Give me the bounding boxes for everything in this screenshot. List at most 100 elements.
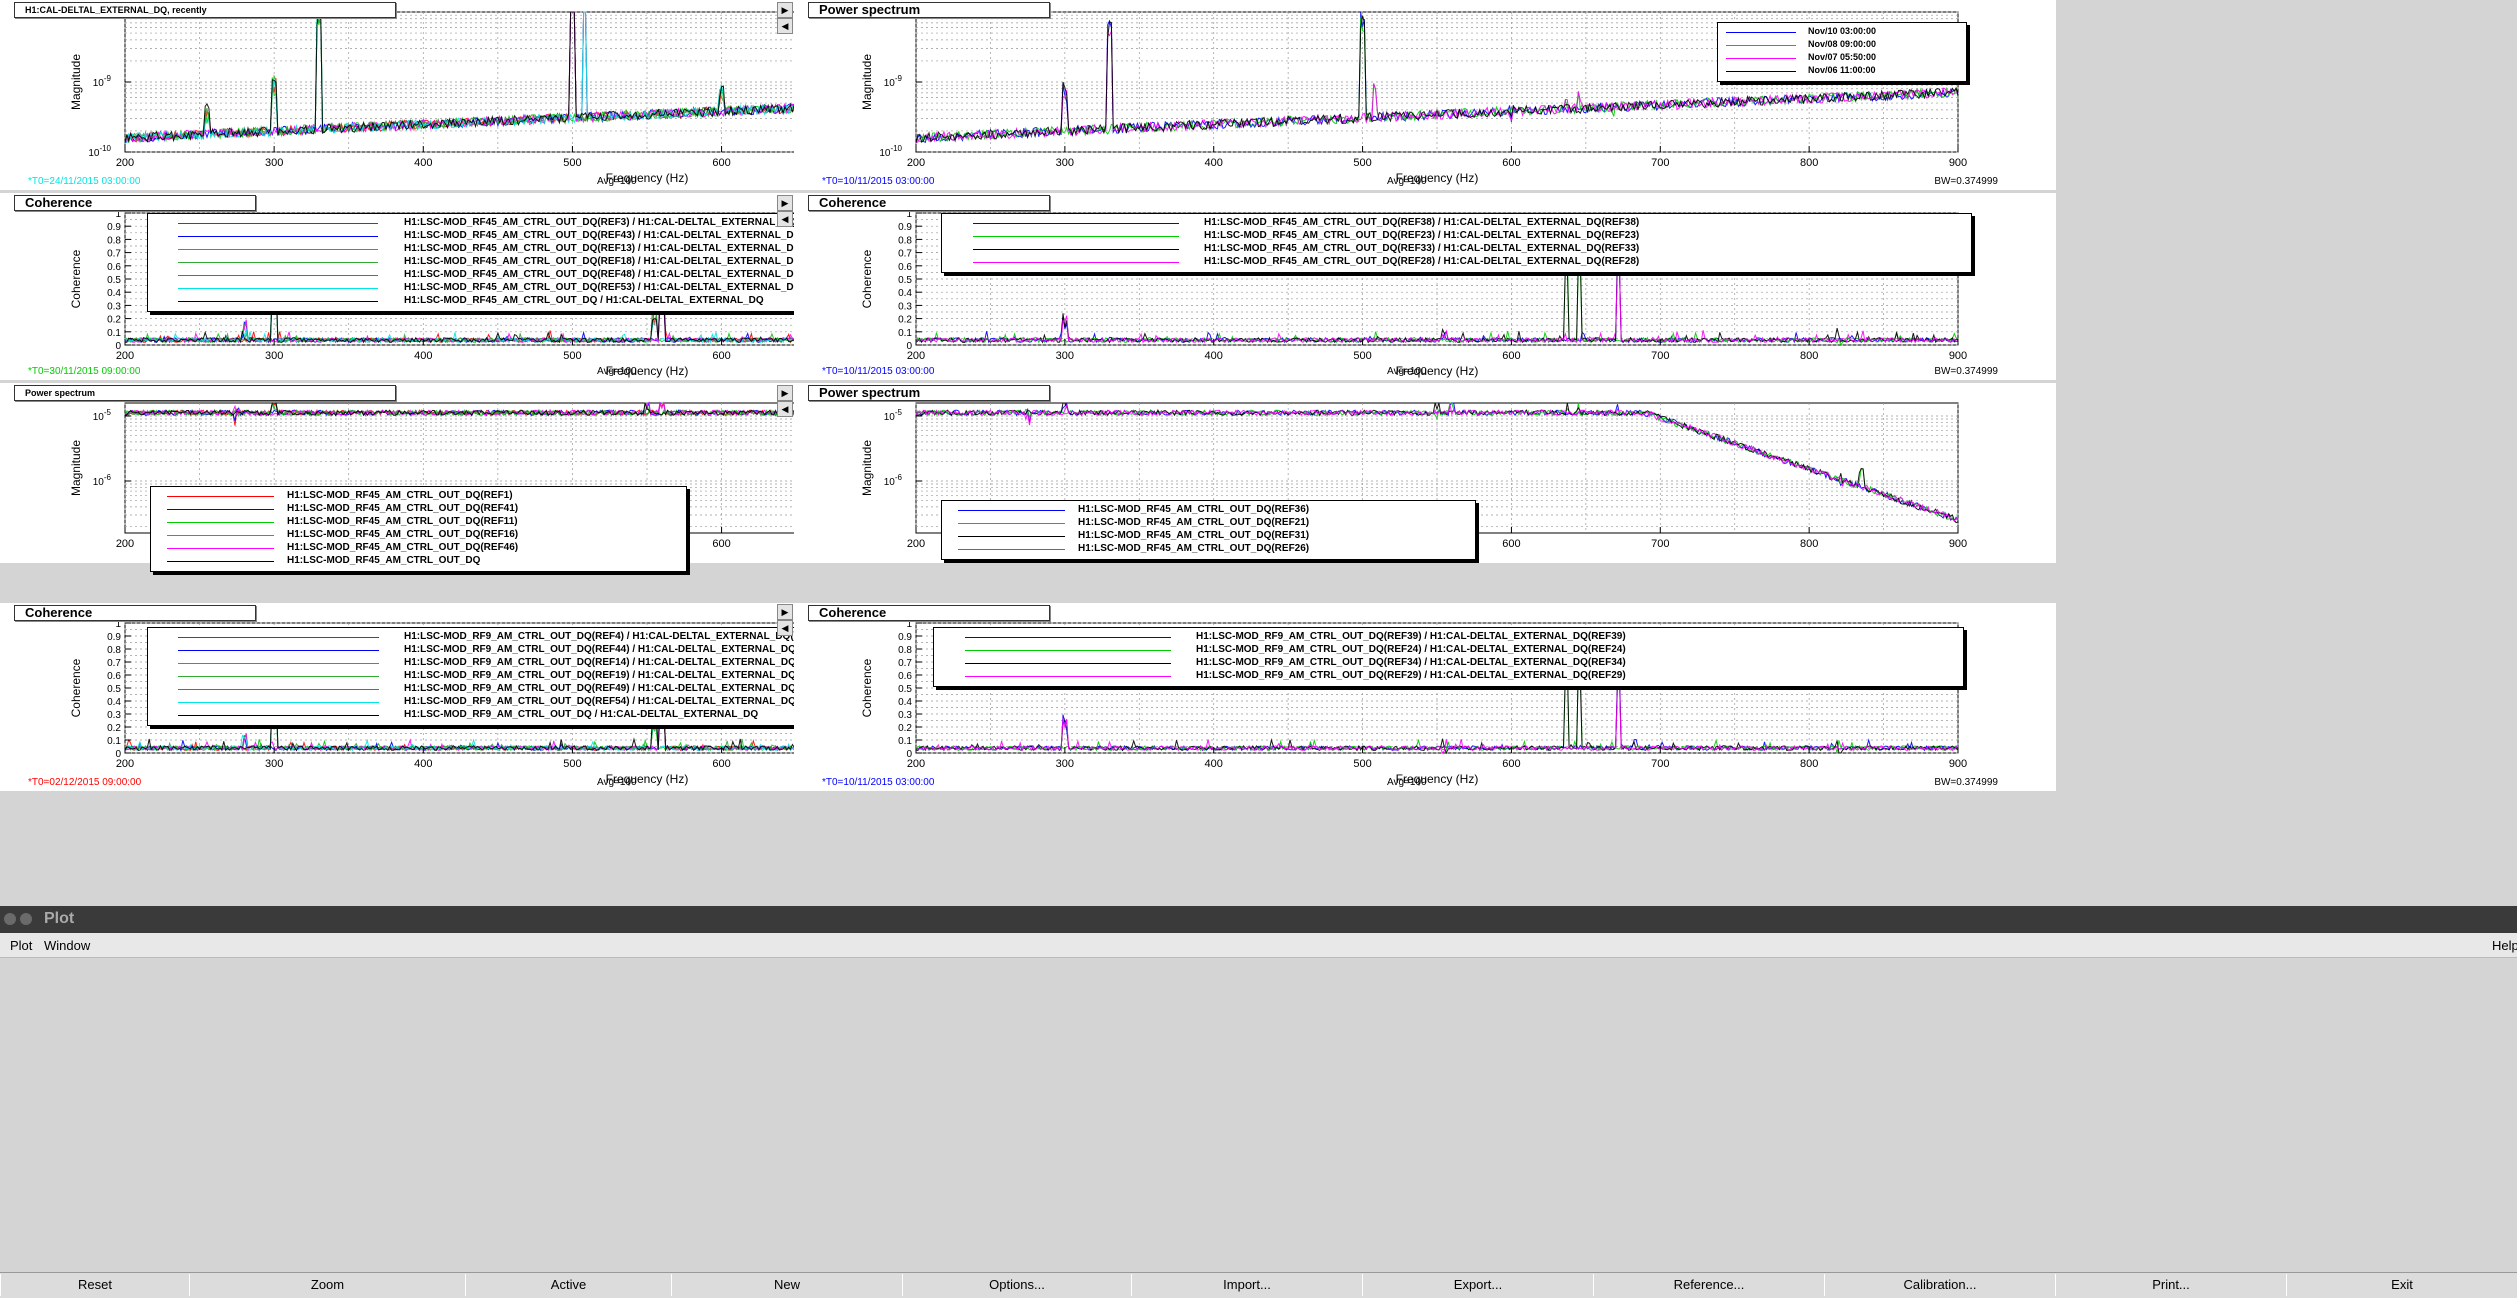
options-button[interactable]: Options... bbox=[902, 1274, 1132, 1296]
legend-label: H1:LSC-MOD_RF45_AM_CTRL_OUT_DQ(REF21) bbox=[1078, 517, 1310, 528]
x-tick-label: 600 bbox=[1502, 350, 1520, 362]
legend-swatch bbox=[178, 663, 379, 664]
y-axis-label: Coherence bbox=[860, 249, 874, 308]
series-line bbox=[915, 264, 1959, 344]
y-tick-label: 0.2 bbox=[107, 315, 121, 326]
legend-swatch bbox=[178, 262, 378, 263]
calibration-button[interactable]: Calibration... bbox=[1824, 1274, 2056, 1296]
y-axis-label: Magnitude bbox=[860, 440, 874, 496]
x-tick-label: 800 bbox=[1800, 538, 1818, 550]
y-tick-label: 0.4 bbox=[107, 288, 121, 299]
x-tick-label: 200 bbox=[116, 758, 134, 770]
window-titlebar[interactable]: Plot bbox=[0, 906, 2517, 933]
y-tick-label: 1 bbox=[115, 209, 121, 220]
x-tick-label: 200 bbox=[907, 157, 925, 169]
y-axis-label: Magnitude bbox=[69, 54, 83, 110]
legend-label: Nov/06 11:00:00 bbox=[1808, 65, 1876, 75]
legend-swatch bbox=[965, 650, 1171, 651]
y-tick-label: 0.2 bbox=[898, 723, 912, 734]
panel-arrow-button[interactable]: ▶ bbox=[777, 604, 793, 620]
legend[interactable]: Nov/10 03:00:00 Nov/08 09:00:00 Nov/07 05:… bbox=[1717, 22, 1967, 82]
y-tick-label: 0.7 bbox=[107, 249, 121, 260]
legend-swatch bbox=[178, 301, 378, 302]
export-button[interactable]: Export... bbox=[1362, 1274, 1594, 1296]
plot-panel-top-right[interactable]: 20030040050060070080090010-810-910-10Fre… bbox=[794, 0, 2056, 190]
x-tick-label: 800 bbox=[1800, 157, 1818, 169]
y-tick-label: 0.6 bbox=[898, 262, 912, 273]
panel-arrow-button[interactable]: ◀ bbox=[777, 401, 793, 417]
legend[interactable]: H1:LSC-MOD_RF9_AM_CTRL_OUT_DQ(REF39) / H… bbox=[933, 627, 1964, 687]
reference-button[interactable]: Reference... bbox=[1593, 1274, 1825, 1296]
import-button[interactable]: Import... bbox=[1131, 1274, 1363, 1296]
x-axis-label: Frequency (Hz) bbox=[606, 364, 689, 378]
window-close-icon[interactable] bbox=[4, 913, 16, 925]
x-tick-label: 700 bbox=[1651, 758, 1669, 770]
legend[interactable]: H1:LSC-MOD_RF45_AM_CTRL_OUT_DQ(REF1) H1:L… bbox=[150, 486, 687, 572]
new-button[interactable]: New bbox=[671, 1274, 903, 1296]
window-minimize-icon[interactable] bbox=[20, 913, 32, 925]
plot-panel-row3-right[interactable]: 20030040050060070080090010-510-6Frequenc… bbox=[794, 383, 2056, 563]
legend-entry: H1:LSC-MOD_RF45_AM_CTRL_OUT_DQ(REF53) / … bbox=[148, 282, 1150, 295]
menu-plot[interactable]: Plot bbox=[10, 938, 33, 953]
y-axis-label: Coherence bbox=[69, 658, 83, 717]
avg-label: Avg=100 bbox=[1387, 176, 1427, 187]
legend-swatch bbox=[167, 561, 274, 562]
legend-label: H1:LSC-MOD_RF45_AM_CTRL_OUT_DQ(REF46) bbox=[287, 542, 519, 553]
panel-arrow-button[interactable]: ◀ bbox=[777, 18, 793, 34]
legend-label: H1:LSC-MOD_RF45_AM_CTRL_OUT_DQ(REF28) / … bbox=[1204, 256, 1640, 267]
zoom-button[interactable]: Zoom bbox=[189, 1274, 466, 1296]
x-tick-label: 900 bbox=[1949, 157, 1967, 169]
legend[interactable]: H1:LSC-MOD_RF45_AM_CTRL_OUT_DQ(REF38) / … bbox=[941, 213, 1972, 273]
x-tick-label: 600 bbox=[712, 538, 730, 550]
plot-panel-bottom-right[interactable]: 200 300 400 500 600 700 800 900 0 0.1 0.2 0.3 0.4 0.5… bbox=[794, 603, 2056, 791]
legend-label: H1:LSC-MOD_RF9_AM_CTRL_OUT_DQ(REF49) / H… bbox=[404, 683, 834, 694]
y-tick-label: 0.1 bbox=[107, 328, 121, 339]
legend-swatch bbox=[965, 676, 1171, 677]
x-tick-label: 700 bbox=[1651, 157, 1669, 169]
x-tick-label: 200 bbox=[116, 538, 134, 550]
y-tick-label: 0.8 bbox=[107, 235, 121, 246]
legend-label: Nov/10 03:00:00 bbox=[1808, 26, 1877, 36]
panel-arrow-button[interactable]: ▶ bbox=[777, 385, 793, 401]
menu-window[interactable]: Window bbox=[44, 938, 91, 953]
print-button[interactable]: Print... bbox=[2055, 1274, 2287, 1296]
plot-panel-row2-right[interactable]: 200 300 400 500 600 700 800 900 0 0.1 0.2 0.3 0.4 0.5… bbox=[794, 193, 2056, 380]
active-button[interactable]: Active bbox=[465, 1274, 672, 1296]
y-tick-label: 0.5 bbox=[107, 275, 121, 286]
legend-swatch bbox=[958, 523, 1065, 524]
exit-button[interactable]: Exit bbox=[2286, 1274, 2517, 1296]
legend-label: H1:LSC-MOD_RF9_AM_CTRL_OUT_DQ(REF19) / H… bbox=[404, 670, 834, 681]
panel-title: Coherence bbox=[808, 195, 1050, 211]
legend-entry: H1:LSC-MOD_RF9_AM_CTRL_OUT_DQ(REF34) / H… bbox=[934, 657, 1963, 670]
panel-arrow-button[interactable]: ◀ bbox=[777, 211, 793, 227]
legend[interactable]: H1:LSC-MOD_RF45_AM_CTRL_OUT_DQ(REF36) H1:… bbox=[941, 500, 1476, 560]
y-tick-label: 0 bbox=[115, 341, 121, 352]
legend-entry: H1:LSC-MOD_RF45_AM_CTRL_OUT_DQ(REF33) / … bbox=[942, 243, 1971, 256]
x-tick-label: 600 bbox=[712, 758, 730, 770]
panel-title: Power spectrum bbox=[14, 385, 396, 401]
legend-entry: H1:LSC-MOD_RF45_AM_CTRL_OUT_DQ(REF11) bbox=[151, 516, 686, 529]
legend-label: H1:LSC-MOD_RF45_AM_CTRL_OUT_DQ(REF43) / … bbox=[404, 230, 840, 241]
panel-arrow-button[interactable]: ◀ bbox=[777, 620, 793, 636]
x-tick-label: 900 bbox=[1949, 538, 1967, 550]
avg-label: Avg=100 bbox=[597, 366, 637, 377]
legend-entry: H1:LSC-MOD_RF9_AM_CTRL_OUT_DQ(REF44) / H… bbox=[148, 644, 1153, 657]
legend-label: H1:LSC-MOD_RF45_AM_CTRL_OUT_DQ(REF1) bbox=[287, 490, 513, 501]
y-tick-label: 0.1 bbox=[107, 736, 121, 747]
panel-arrow-button[interactable]: ▶ bbox=[777, 2, 793, 18]
x-tick-label: 700 bbox=[1651, 350, 1669, 362]
series-line bbox=[915, 675, 1959, 754]
t0-label: *T0=10/11/2015 03:00:00 bbox=[822, 366, 935, 377]
legend-swatch bbox=[973, 249, 1179, 250]
legend-label: H1:LSC-MOD_RF9_AM_CTRL_OUT_DQ(REF14) / H… bbox=[404, 657, 834, 668]
avg-label: Avg=100 bbox=[597, 176, 637, 187]
legend-swatch bbox=[178, 689, 379, 690]
panel-arrow-button[interactable]: ▶ bbox=[777, 195, 793, 211]
legend-label: H1:LSC-MOD_RF9_AM_CTRL_OUT_DQ(REF54) / H… bbox=[404, 696, 834, 707]
x-tick-label: 900 bbox=[1949, 350, 1967, 362]
x-tick-label: 600 bbox=[1502, 538, 1520, 550]
reset-button[interactable]: Reset bbox=[0, 1274, 190, 1296]
menu-help[interactable]: Help bbox=[2492, 938, 2517, 953]
series-line bbox=[915, 15, 1959, 143]
legend-label: H1:LSC-MOD_RF45_AM_CTRL_OUT_DQ(REF31) bbox=[1078, 530, 1310, 541]
